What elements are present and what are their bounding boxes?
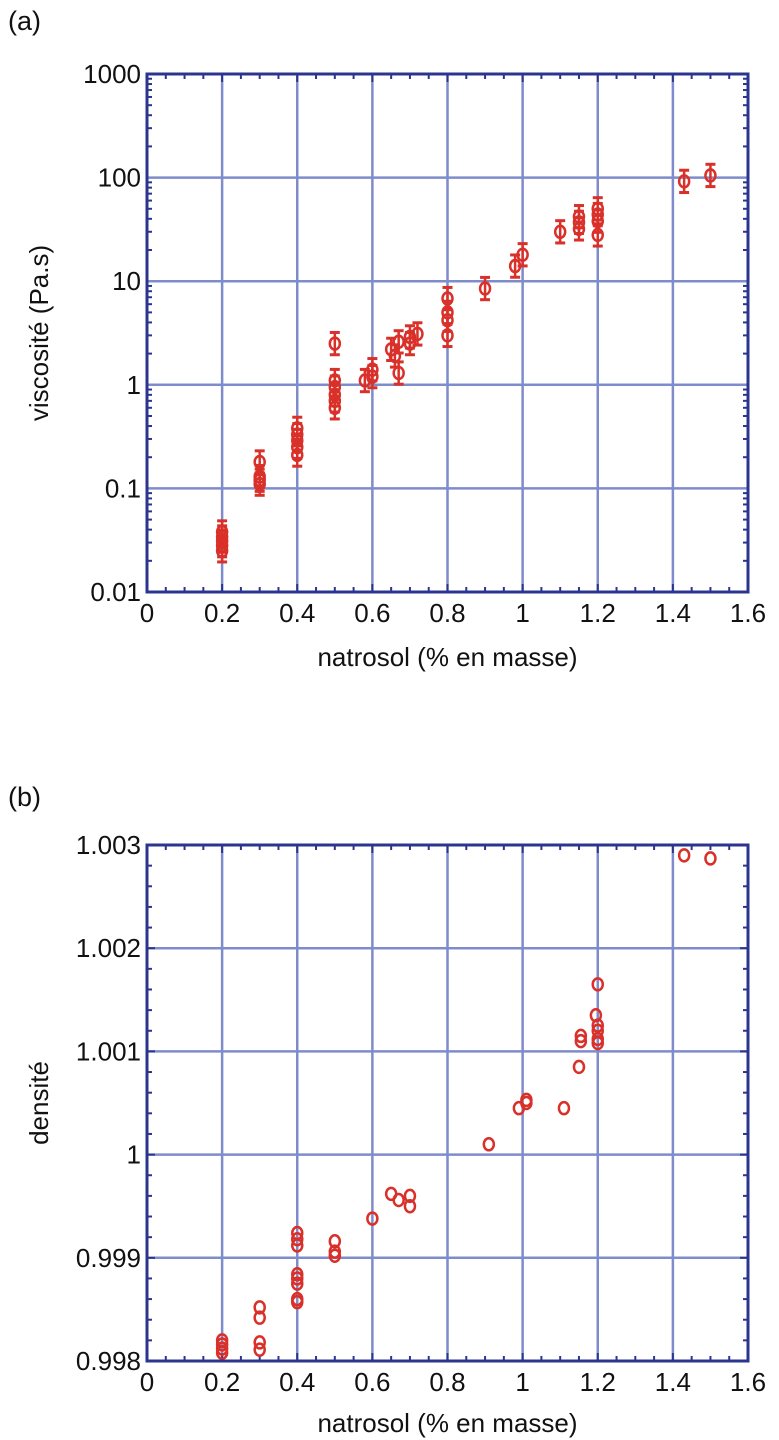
panel-a-data-point	[392, 365, 405, 381]
panel-a-x-tick-label: 1.4	[655, 598, 691, 628]
panel-a-data-point	[392, 334, 405, 350]
panel-b-plot-frame	[145, 843, 750, 1363]
panel-a-marks	[215, 162, 717, 564]
panel-b-x-tick-label: 1.2	[580, 1367, 616, 1397]
panel-a-x-tick-label: 0.2	[204, 598, 240, 628]
panel-b-x-tick-label: 0.2	[204, 1367, 240, 1397]
panel-b-data-point	[291, 1225, 304, 1241]
panel-a-y-tick-label: 0.1	[105, 473, 141, 503]
panel-a-plot-frame	[145, 72, 750, 594]
panel-b-data-point	[291, 1291, 304, 1307]
panel-b-data-point	[253, 1335, 266, 1350]
panel-b-data-point	[677, 848, 691, 863]
panel-a-data-point	[441, 291, 454, 306]
panel-b-data-point	[215, 1333, 229, 1348]
panel-a-data-point	[478, 281, 492, 296]
panel-b-x-tick-label: 0	[140, 1367, 154, 1397]
panel-a-label: (a)	[8, 6, 41, 36]
panel-a-y-tick-label: 1	[127, 370, 141, 400]
panel-a-data-point	[328, 373, 342, 388]
panel-b-label: (b)	[8, 782, 41, 812]
panel-b-data-point	[591, 1023, 604, 1039]
panel-b-y-tick-label: 1	[127, 1140, 141, 1170]
panel-b-data-point	[704, 851, 717, 866]
panel-b-x-tick-label: 1	[515, 1367, 529, 1397]
panel-a-x-tick-label: 0.4	[279, 598, 315, 628]
panel-b-data-point	[591, 1031, 604, 1047]
panel-a-chart: (a) 0 0.2 0.4 0.6 0.8 1 1.2 1.4 1.6 0.01 0.1 1 10 100…	[8, 6, 766, 672]
panel-a-x-tick-label: 1.2	[580, 598, 616, 628]
panel-b-data-point	[328, 1234, 342, 1249]
panel-b-y-tick-label: 0.999	[76, 1243, 141, 1273]
panel-a-data-point	[553, 224, 567, 240]
panel-b-x-tick-label: 1.4	[655, 1367, 691, 1397]
panel-a-x-axis-title: natrosol (% en masse)	[317, 642, 577, 672]
panel-a-data-point	[591, 201, 604, 217]
panel-a-y-axis-title: viscosité (Pa.s)	[24, 245, 54, 421]
panel-a-data-point	[411, 326, 424, 342]
panel-b-y-axis-title: densité	[24, 1061, 54, 1145]
panel-a-data-point	[328, 336, 342, 351]
panel-a-x-tick-label: 0.6	[354, 598, 390, 628]
panel-a-data-point	[291, 421, 304, 436]
panel-a-data-point	[572, 209, 586, 224]
panel-b-data-point	[291, 1276, 304, 1291]
panel-b-x-tick-label: 0.6	[354, 1367, 390, 1397]
panel-b-x-tick-label: 0.4	[279, 1367, 315, 1397]
panel-b-data-point	[520, 1092, 533, 1108]
panel-a-y-tick-label: 1000	[83, 59, 141, 89]
panel-b-data-point	[574, 1028, 588, 1044]
panel-b-y-tick-label: 1.003	[76, 830, 141, 860]
panel-b-data-point	[557, 1100, 571, 1116]
panel-b-data-point	[482, 1137, 496, 1152]
panel-a-x-tick-label: 1	[515, 598, 529, 628]
panel-a-y-tick-label: 10	[112, 266, 141, 296]
panel-a-grid	[147, 74, 748, 592]
panel-a-data-point	[215, 524, 229, 540]
panel-b-data-point	[591, 977, 604, 992]
panel-a-data-point	[366, 362, 379, 377]
panel-b-data-point	[591, 1018, 604, 1033]
panel-a-data-point	[253, 454, 266, 470]
panel-b-data-point	[574, 1033, 588, 1049]
panel-a-x-tick-label: 0.8	[429, 598, 465, 628]
panel-a-y-tick-label: 100	[98, 163, 141, 193]
panel-b-data-point	[403, 1188, 417, 1204]
panel-b-data-point	[328, 1244, 342, 1259]
panel-b-y-tick-label: 1.002	[76, 933, 141, 963]
panel-b-data-point	[253, 1310, 266, 1325]
panel-a-tick-labels: 0 0.2 0.4 0.6 0.8 1 1.2 1.4 1.6 0.01 0.1 1 10 100 1000	[83, 59, 766, 628]
panel-b-x-tick-label: 1.6	[730, 1367, 766, 1397]
panel-b-chart: (b) 0 0.2 0.4 0.6 0.8 1 1.2 1.4 1.6 0.998 0.999 1 1.…	[8, 782, 766, 1438]
panel-b-data-point	[403, 1198, 417, 1214]
panel-a-data-point	[516, 247, 529, 263]
panel-b-marks	[215, 848, 717, 1360]
panel-b-x-axis-title: natrosol (% en masse)	[317, 1408, 577, 1438]
panel-b-data-point	[291, 1267, 304, 1282]
panel-b-data-point	[253, 1300, 266, 1315]
panel-b-tick-labels: 0 0.2 0.4 0.6 0.8 1 1.2 1.4 1.6 0.998 0.999 1 1.001 1…	[76, 830, 766, 1397]
panel-b-data-point	[366, 1211, 379, 1226]
panel-a-y-tick-label: 0.01	[90, 577, 141, 607]
panel-b-data-point	[291, 1231, 304, 1247]
panel-b-data-point	[253, 1342, 266, 1357]
panel-b-data-point	[572, 1059, 586, 1075]
panel-b-data-point	[392, 1192, 405, 1208]
panel-a-x-tick-label: 1.6	[730, 598, 766, 628]
panel-b-y-tick-label: 0.998	[76, 1346, 141, 1376]
panel-b-grid	[147, 845, 748, 1361]
panel-b-x-tick-label: 0.8	[429, 1367, 465, 1397]
panel-a-data-point	[704, 168, 717, 183]
panel-a-data-point	[677, 174, 691, 189]
panel-b-y-tick-label: 1.001	[76, 1036, 141, 1066]
panel-a-data-point	[403, 329, 417, 345]
panel-a-x-tick-label: 0	[140, 598, 154, 628]
